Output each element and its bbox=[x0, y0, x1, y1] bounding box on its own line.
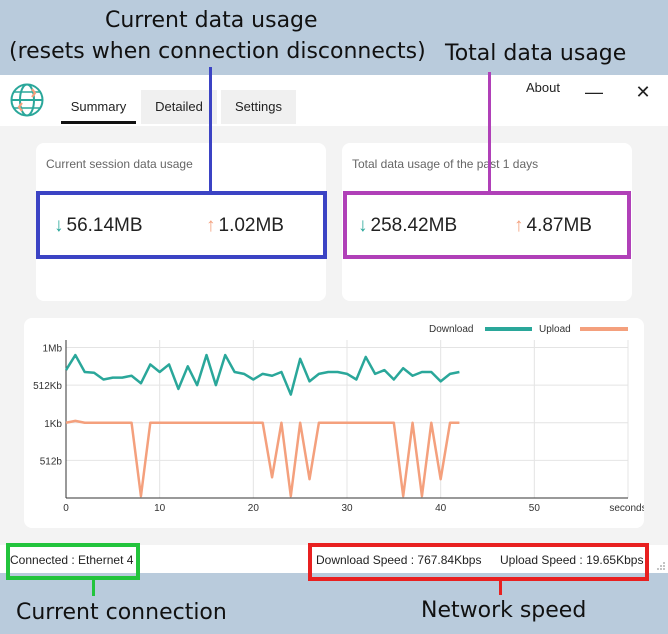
chart-legend-label: Download bbox=[429, 324, 473, 335]
tab-detailed[interactable]: Detailed bbox=[141, 90, 217, 124]
tab-settings[interactable]: Settings bbox=[221, 90, 296, 124]
chart-x-tick-label: 50 bbox=[529, 503, 541, 514]
status-bar: Connected : Ethernet 4 Download Speed : … bbox=[0, 545, 668, 573]
tab-active-indicator bbox=[61, 121, 136, 124]
annotation-network-speed: Network speed bbox=[421, 598, 587, 623]
app-window: Summary Detailed Settings About — ✕ Curr… bbox=[0, 75, 668, 573]
upload-arrow-icon: ↑ bbox=[206, 215, 216, 236]
tab-summary[interactable]: Summary bbox=[61, 90, 136, 124]
highlight-connection bbox=[6, 543, 140, 580]
chart-x-tick-label: 0 bbox=[63, 503, 69, 514]
upload-speed: Upload Speed : 19.65Kbps bbox=[500, 553, 644, 567]
chart-y-tick-label: 1Mb bbox=[43, 344, 63, 355]
title-bar: Summary Detailed Settings About — ✕ bbox=[0, 75, 668, 126]
chart-x-tick-label: 30 bbox=[341, 503, 353, 514]
callout-line-network-speed bbox=[499, 581, 502, 595]
download-arrow-icon: ↓ bbox=[358, 215, 368, 236]
chart-y-tick-label: 512Kb bbox=[33, 381, 62, 392]
chart-y-tick-label: 1Kb bbox=[44, 419, 62, 430]
session-download-value: ↓ 56.14MB bbox=[54, 215, 143, 237]
highlight-session-usage bbox=[36, 191, 327, 259]
chart-x-axis-label: seconds bbox=[609, 503, 644, 514]
close-button[interactable]: ✕ bbox=[635, 82, 651, 102]
network-chart-card: 512b1Kb512Kb1Mb512Mb01020304050secondsDo… bbox=[24, 306, 647, 528]
highlight-total-usage bbox=[343, 191, 631, 259]
resize-grip-icon[interactable] bbox=[656, 561, 666, 571]
chart-legend-label: Upload bbox=[539, 324, 571, 335]
annotation-current-usage-title: Current data usage bbox=[105, 8, 318, 33]
session-download-text: 56.14MB bbox=[66, 215, 143, 236]
chart-x-tick-label: 20 bbox=[248, 503, 260, 514]
tab-detailed-label: Detailed bbox=[155, 99, 203, 114]
annotation-current-connection: Current connection bbox=[16, 600, 227, 625]
callout-line-total-usage bbox=[488, 72, 491, 193]
upload-arrow-icon: ↑ bbox=[514, 215, 524, 236]
total-upload-value: ↑ 4.87MB bbox=[514, 215, 592, 237]
chart-series-line-download bbox=[64, 353, 460, 396]
annotation-total-usage: Total data usage bbox=[445, 41, 627, 66]
total-usage-title: Total data usage of the past 1 days bbox=[352, 157, 539, 171]
session-upload-text: 1.02MB bbox=[218, 215, 284, 236]
globe-icon bbox=[10, 83, 44, 117]
session-upload-value: ↑ 1.02MB bbox=[206, 215, 284, 237]
chart-series-line-upload bbox=[65, 419, 460, 498]
download-arrow-icon: ↓ bbox=[54, 215, 64, 236]
minimize-button[interactable]: — bbox=[585, 82, 603, 102]
callout-line-current-usage bbox=[209, 67, 212, 193]
total-download-text: 258.42MB bbox=[370, 215, 458, 236]
chart-x-tick-label: 40 bbox=[435, 503, 447, 514]
connection-status: Connected : Ethernet 4 bbox=[10, 553, 134, 567]
chart-y-tick-label: 512b bbox=[40, 456, 63, 467]
total-download-value: ↓ 258.42MB bbox=[358, 215, 457, 237]
session-usage-card: Current session data usage ↓ 56.14MB ↑ 1.0… bbox=[36, 143, 326, 301]
tab-settings-label: Settings bbox=[235, 99, 282, 114]
chart-x-tick-label: 10 bbox=[154, 503, 166, 514]
highlight-network-speed bbox=[308, 543, 649, 581]
tab-summary-label: Summary bbox=[70, 99, 127, 114]
annotation-current-usage-subtitle: (resets when connection disconnects) bbox=[9, 39, 426, 64]
session-usage-title: Current session data usage bbox=[46, 157, 193, 171]
about-button[interactable]: About bbox=[526, 80, 560, 95]
total-usage-card: Total data usage of the past 1 days ↓ 258… bbox=[342, 143, 632, 301]
total-upload-text: 4.87MB bbox=[526, 215, 592, 236]
network-usage-chart: 512b1Kb512Kb1Mb512Mb01020304050secondsDo… bbox=[31, 306, 646, 514]
callout-line-connection bbox=[92, 580, 95, 596]
download-speed: Download Speed : 767.84Kbps bbox=[316, 553, 482, 567]
